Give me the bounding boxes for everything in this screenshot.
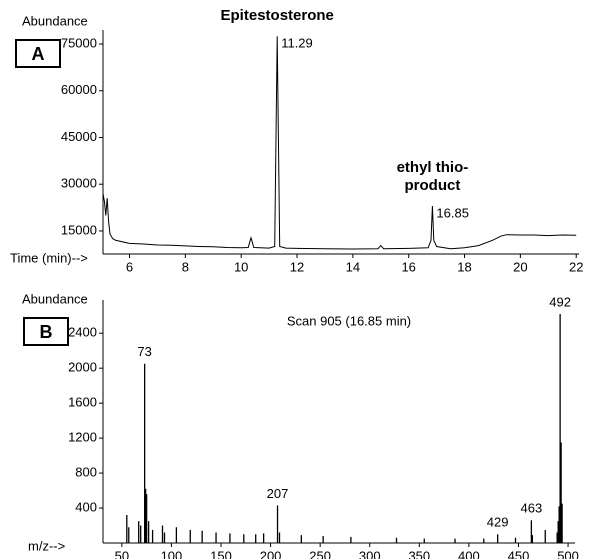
subtitle: Scan 905 (16.85 min): [287, 313, 411, 328]
x-tick-label: 12: [290, 259, 304, 274]
peak-name: Epitestosterone: [221, 7, 334, 24]
x-tick-label: 350: [408, 548, 430, 559]
y-tick-label: 60000: [61, 82, 97, 97]
y-tick-label: 400: [75, 499, 97, 514]
x-tick-label: 6: [126, 259, 133, 274]
panel-label: B: [40, 322, 53, 342]
y-axis-label: Abundance: [22, 13, 88, 28]
x-tick-label: 8: [182, 259, 189, 274]
x-tick-label: 150: [210, 548, 232, 559]
peak-label: 11.29: [281, 36, 313, 51]
y-tick-label: 800: [75, 465, 97, 480]
x-axis-label: Time (min)-->: [10, 250, 88, 265]
y-tick-label: 2000: [68, 360, 97, 375]
x-tick-label: 400: [458, 548, 480, 559]
y-tick-label: 1200: [68, 430, 97, 445]
x-tick-label: 18: [457, 259, 471, 274]
x-tick-label: 100: [161, 548, 183, 559]
peak-name: product: [405, 177, 461, 194]
panel-box: [15, 39, 61, 68]
x-tick-label: 250: [309, 548, 331, 559]
x-tick-label: 500: [557, 548, 579, 559]
x-tick-label: 10: [234, 259, 248, 274]
x-tick-label: 50: [115, 548, 129, 559]
x-tick-label: 200: [260, 548, 282, 559]
y-tick-label: 75000: [61, 35, 97, 50]
panel-box: [23, 317, 69, 346]
x-axis-label: m/z-->: [28, 538, 65, 553]
trace: [102, 36, 577, 250]
y-tick-label: 2400: [68, 325, 97, 340]
peak-label: 16.85: [436, 205, 469, 220]
x-tick-label: 20: [513, 259, 527, 274]
y-tick-label: 1600: [68, 395, 97, 410]
y-tick-label: 15000: [61, 222, 97, 237]
panel-label: A: [32, 44, 45, 64]
x-tick-label: 14: [346, 259, 360, 274]
peak-label: 492: [549, 294, 571, 309]
x-tick-label: 450: [508, 548, 530, 559]
peak-label: 429: [487, 515, 509, 530]
x-tick-label: 16: [401, 259, 415, 274]
y-tick-label: 30000: [61, 176, 97, 191]
peak-name: ethyl thio-: [397, 159, 469, 176]
peak-label: 73: [137, 344, 151, 359]
x-tick-label: 300: [359, 548, 381, 559]
y-axis-label: Abundance: [22, 291, 88, 306]
y-tick-label: 45000: [61, 129, 97, 144]
peak-label: 463: [521, 501, 543, 516]
peak-label: 207: [267, 486, 289, 501]
x-tick-label: 22: [569, 259, 583, 274]
